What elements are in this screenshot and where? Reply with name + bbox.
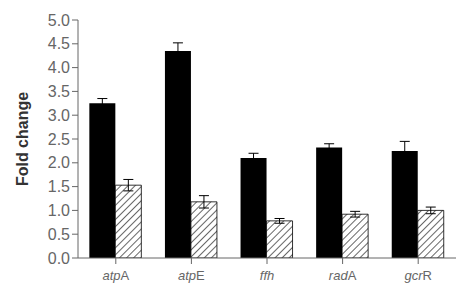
svg-text:5.0: 5.0 <box>48 12 70 29</box>
svg-text:1.5: 1.5 <box>48 178 70 195</box>
svg-text:1.0: 1.0 <box>48 202 70 219</box>
svg-text:0.0: 0.0 <box>48 250 70 267</box>
svg-text:3.0: 3.0 <box>48 107 70 124</box>
svg-text:atpE: atpE <box>178 268 205 283</box>
svg-text:0.5: 0.5 <box>48 226 70 243</box>
svg-text:4.5: 4.5 <box>48 35 70 52</box>
svg-text:ffh: ffh <box>260 268 274 283</box>
svg-text:2.0: 2.0 <box>48 154 70 171</box>
svg-text:atpA: atpA <box>102 268 129 283</box>
svg-text:3.5: 3.5 <box>48 83 70 100</box>
svg-text:2.5: 2.5 <box>48 131 70 148</box>
svg-text:radA: radA <box>329 268 357 283</box>
svg-text:gcrR: gcrR <box>404 268 431 283</box>
svg-text:Fold change: Fold change <box>14 92 31 186</box>
svg-text:4.0: 4.0 <box>48 59 70 76</box>
